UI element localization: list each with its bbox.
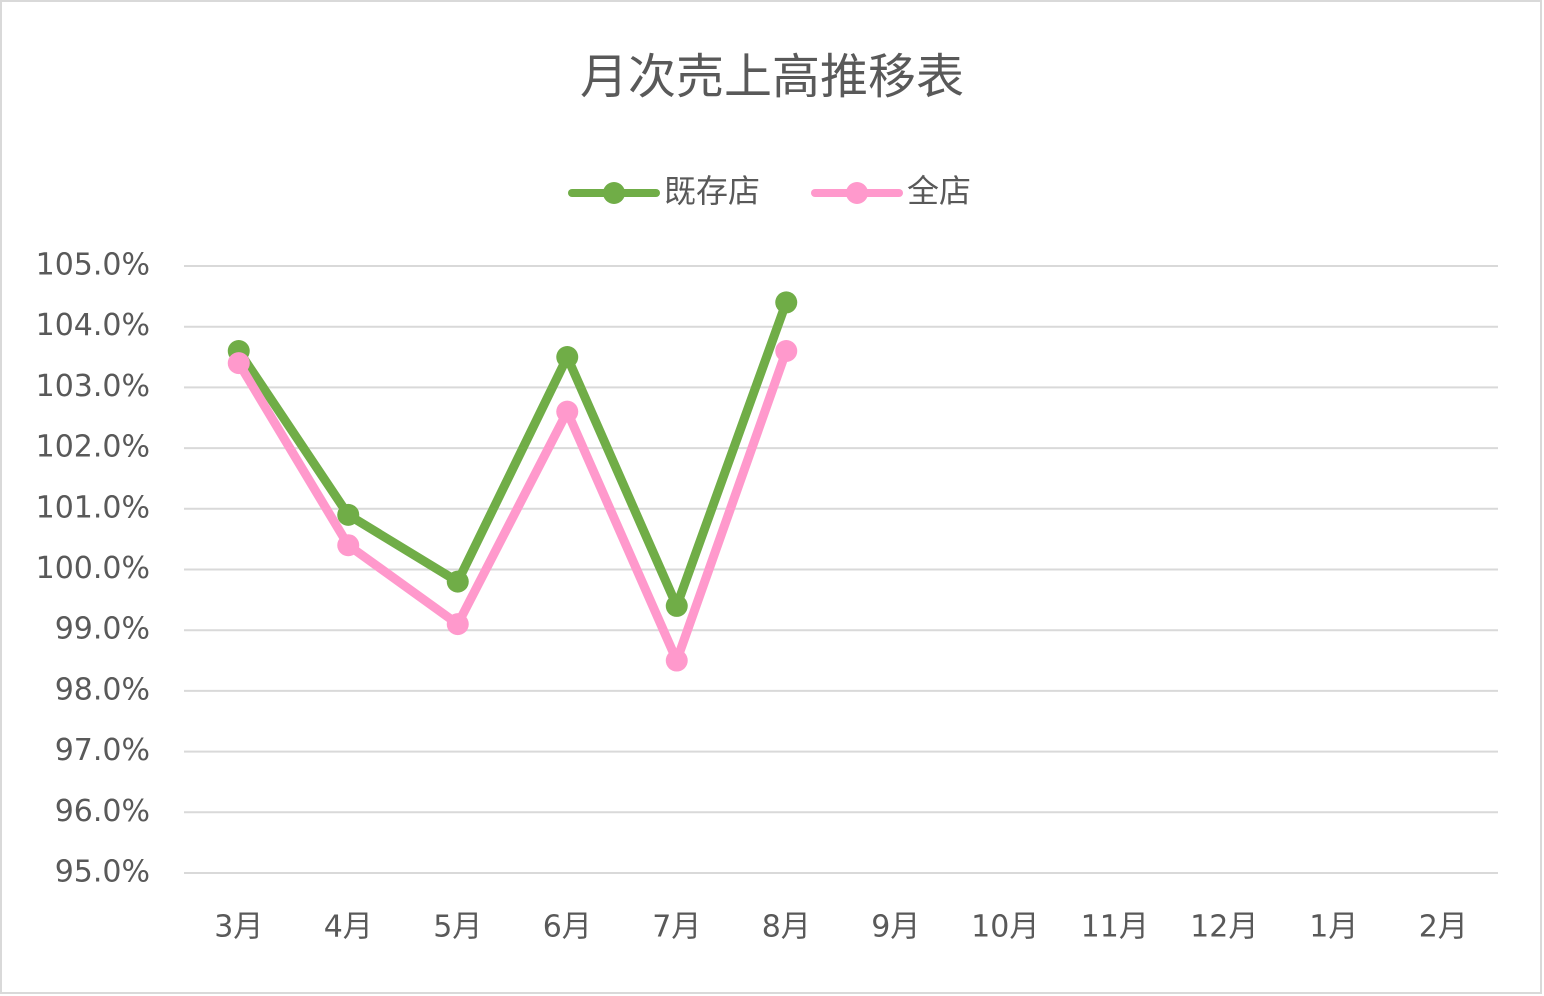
x-tick-label: 10月 <box>971 910 1039 945</box>
data-point <box>446 613 469 636</box>
chart-title: 月次売上高推移表 <box>580 49 964 105</box>
y-tick-label: 96.0% <box>55 794 150 829</box>
x-tick-label: 5月 <box>433 910 482 945</box>
x-tick-label: 7月 <box>652 910 701 945</box>
data-point <box>775 291 798 314</box>
x-tick-label: 4月 <box>324 910 373 945</box>
y-tick-label: 99.0% <box>55 612 150 647</box>
x-tick-label: 8月 <box>762 910 811 945</box>
y-tick-label: 105.0% <box>36 248 150 283</box>
x-tick-label: 3月 <box>214 910 263 945</box>
y-tick-label: 100.0% <box>36 551 150 586</box>
y-tick-label: 101.0% <box>36 490 150 525</box>
legend-marker <box>603 182 625 204</box>
series-line <box>234 349 791 666</box>
data-point <box>775 339 798 362</box>
data-point <box>556 400 579 423</box>
x-tick-label: 11月 <box>1081 910 1149 945</box>
data-point <box>337 503 360 526</box>
data-point <box>337 534 360 557</box>
data-point <box>556 346 579 369</box>
data-point <box>446 570 469 593</box>
legend-marker <box>846 182 868 204</box>
data-point <box>227 352 250 375</box>
y-tick-label: 102.0% <box>36 430 150 465</box>
legend-label: 全店 <box>907 172 971 210</box>
series-line <box>235 300 791 611</box>
legend-label: 既存店 <box>664 172 760 210</box>
x-tick-label: 1月 <box>1309 910 1358 945</box>
y-tick-label: 103.0% <box>36 369 150 404</box>
y-tick-label: 104.0% <box>36 308 150 343</box>
data-point <box>665 649 688 672</box>
x-tick-label: 6月 <box>543 910 592 945</box>
y-tick-label: 95.0% <box>55 855 150 890</box>
y-tick-label: 97.0% <box>55 733 150 768</box>
x-tick-label: 9月 <box>871 910 920 945</box>
x-tick-label: 2月 <box>1419 910 1468 945</box>
data-point <box>665 594 688 617</box>
y-tick-label: 98.0% <box>55 672 150 707</box>
x-tick-label: 12月 <box>1190 910 1258 945</box>
